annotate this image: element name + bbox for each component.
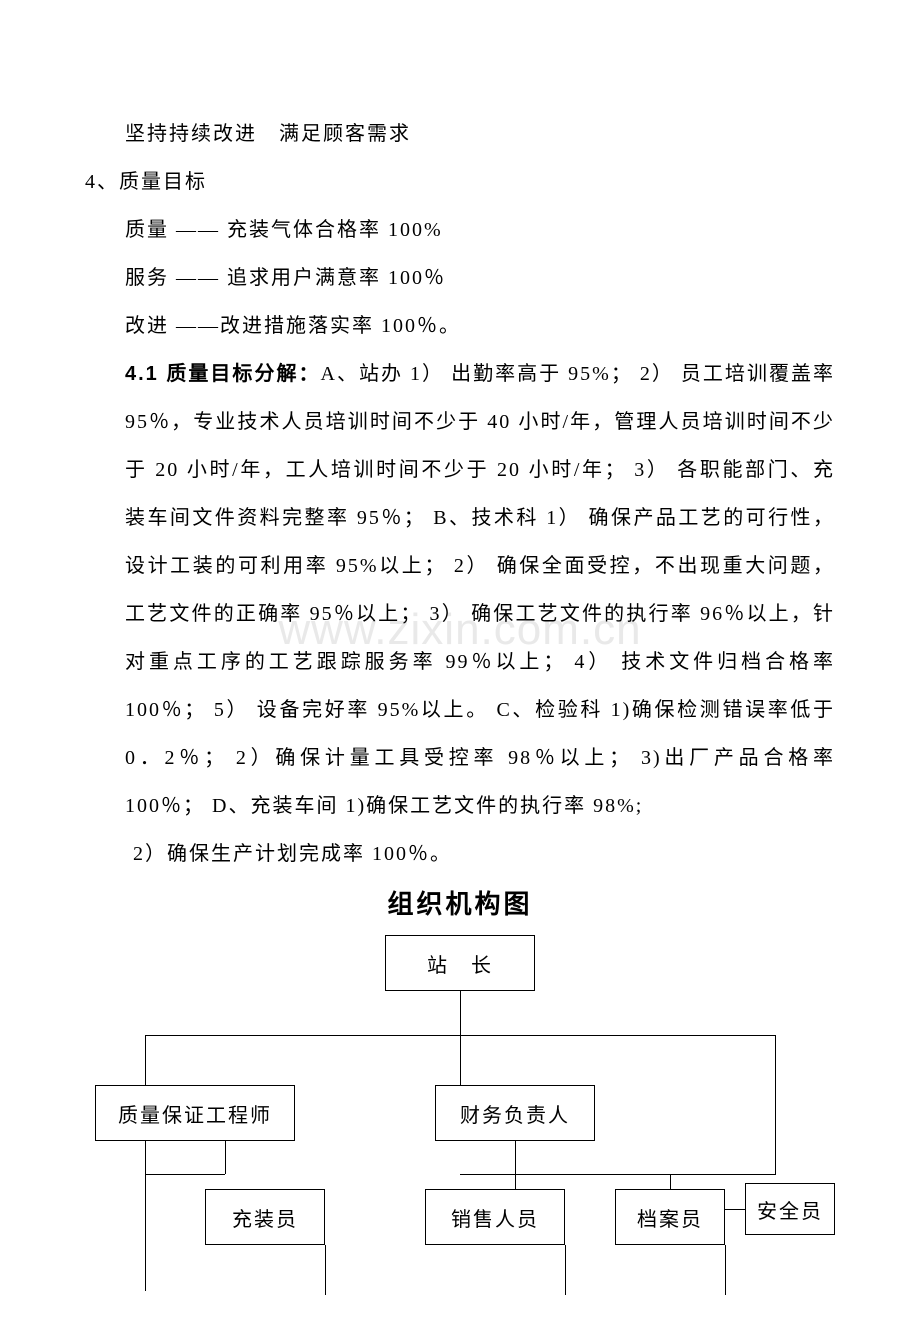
org-chart: 站 长质量保证工程师 财务负责人充装员 销售人员档案员安全员 <box>85 935 835 1325</box>
org-vline-3 <box>775 1035 776 1175</box>
org-hline-2 <box>460 1174 775 1175</box>
org-node-sales: 销售人员 <box>425 1189 565 1245</box>
org-vline-9 <box>565 1245 566 1295</box>
section-4-1: 4.1 质量目标分解：A、站办 1） 出勤率高于 95%； 2） 员工培训覆盖率… <box>85 350 835 830</box>
org-vline-10 <box>725 1245 726 1295</box>
quality-target-2: 服务 —— 追求用户满意率 100％ <box>85 254 835 302</box>
quality-target-1: 质量 —— 充装气体合格率 100% <box>85 206 835 254</box>
section-4-1-tail: 2）确保生产计划完成率 100％。 <box>85 830 835 878</box>
org-node-finance: 财务负责人 <box>435 1085 595 1141</box>
org-node-filler: 充装员 <box>205 1189 325 1245</box>
heading-4: 4、质量目标 <box>85 158 835 206</box>
org-vline-2 <box>460 1035 461 1085</box>
org-vline-4 <box>225 1141 226 1174</box>
org-chart-title: 组织机构图 <box>85 884 835 921</box>
org-vline-5 <box>515 1141 516 1189</box>
org-hline-3 <box>725 1209 745 1210</box>
org-hline-1 <box>145 1174 225 1175</box>
section-4-1-label: 4.1 质量目标分解： <box>125 363 321 385</box>
page-content: 坚持持续改进 满足顾客需求 4、质量目标 质量 —— 充装气体合格率 100% … <box>85 110 835 1325</box>
org-vline-1 <box>145 1035 146 1085</box>
para-improve: 坚持持续改进 满足顾客需求 <box>85 110 835 158</box>
org-node-archive: 档案员 <box>615 1189 725 1245</box>
org-vline-8 <box>325 1245 326 1295</box>
org-node-qa: 质量保证工程师 <box>95 1085 295 1141</box>
org-vline-7 <box>145 1141 146 1291</box>
org-hline-0 <box>145 1035 775 1036</box>
org-vline-0 <box>460 991 461 1035</box>
org-node-safety: 安全员 <box>745 1183 835 1235</box>
quality-target-3: 改进 ——改进措施落实率 100％。 <box>85 302 835 350</box>
org-vline-6 <box>670 1174 671 1189</box>
section-4-1-body: A、站办 1） 出勤率高于 95%； 2） 员工培训覆盖率 95％，专业技术人员… <box>125 363 835 817</box>
org-node-root: 站 长 <box>385 935 535 991</box>
